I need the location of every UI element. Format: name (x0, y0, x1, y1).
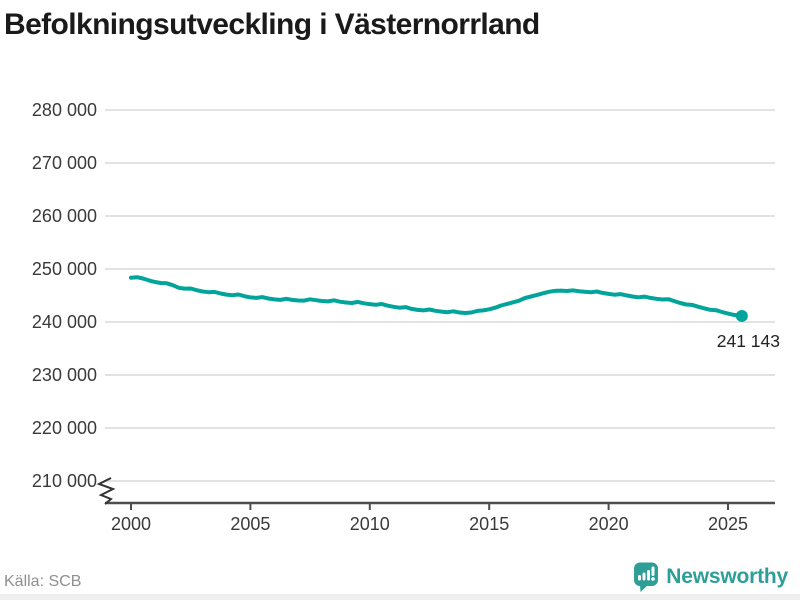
newsworthy-branding: Newsworthy (633, 562, 788, 592)
y-axis-break-icon (96, 477, 116, 505)
y-tick-label: 260 000 (32, 206, 97, 226)
y-tick-label: 220 000 (32, 418, 97, 438)
y-tick-label: 280 000 (32, 100, 97, 120)
end-value-label: 241 143 (717, 331, 780, 351)
population-line-chart: 210 000 220 000 230 000 240 000 250 000 260 0… (32, 100, 780, 534)
y-tick-label: 230 000 (32, 365, 97, 385)
y-tick-label: 210 000 (32, 471, 97, 491)
x-tick-label: 2000 (111, 514, 151, 534)
y-tick-label: 250 000 (32, 259, 97, 279)
x-tick-label: 2015 (469, 514, 509, 534)
y-tick-label: 240 000 (32, 312, 97, 332)
population-line-series (129, 275, 744, 318)
x-tick-label: 2005 (230, 514, 270, 534)
x-tick-label: 2020 (589, 514, 629, 534)
chart-title: Befolkningsutveckling i Västernorrland (4, 8, 540, 41)
newsworthy-wordmark: Newsworthy (666, 565, 788, 588)
bottom-strip (0, 594, 800, 600)
source-label: Källa: SCB (4, 573, 82, 590)
x-tick-label: 2025 (708, 514, 748, 534)
x-tick-label: 2010 (350, 514, 390, 534)
series-end-dot (735, 309, 748, 322)
bar-chart-speech-bubble-icon (634, 562, 659, 592)
y-tick-label: 270 000 (32, 153, 97, 173)
